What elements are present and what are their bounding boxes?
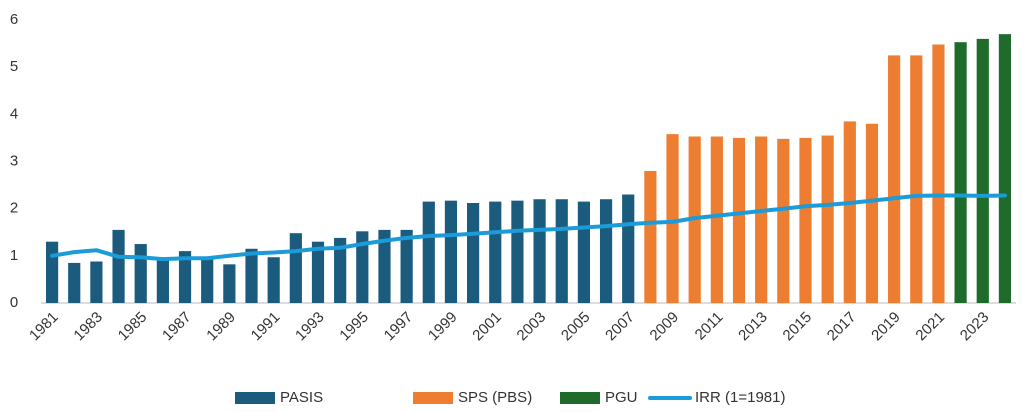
x-tick-label: 2013 — [735, 309, 771, 345]
bar — [644, 170, 657, 303]
bar — [666, 134, 679, 303]
bar — [245, 248, 258, 303]
bar — [932, 44, 945, 303]
x-tick-label: 2015 — [780, 309, 816, 345]
bar — [400, 229, 413, 303]
x-tick-label: 2001 — [469, 309, 505, 345]
bar — [223, 264, 236, 303]
legend-swatch — [235, 392, 275, 404]
bar — [422, 201, 435, 303]
bar — [134, 244, 147, 303]
bar — [976, 38, 989, 303]
bar — [467, 203, 480, 303]
bar — [777, 138, 790, 303]
bar — [489, 201, 502, 303]
legend-label: IRR (1=1981) — [695, 389, 785, 406]
y-tick-label: 3 — [10, 152, 18, 169]
x-tick-label: 1985 — [115, 309, 151, 345]
bar — [334, 237, 347, 303]
bar — [444, 200, 458, 303]
legend-swatch — [413, 392, 453, 404]
y-tick-label: 0 — [10, 294, 18, 311]
bar — [910, 55, 923, 303]
y-tick-label: 1 — [10, 247, 18, 264]
bar — [201, 258, 214, 303]
bar — [888, 55, 901, 303]
bar — [289, 233, 302, 303]
x-tick-label: 1993 — [292, 309, 328, 345]
x-tick-label: 1983 — [70, 309, 106, 345]
x-tick-label: 2007 — [602, 309, 638, 345]
bar — [577, 201, 590, 303]
bar — [755, 136, 768, 303]
x-tick-label: 2023 — [957, 309, 993, 345]
bar — [178, 251, 192, 303]
legend-label: PASIS — [280, 389, 323, 406]
x-tick-label: 2003 — [514, 309, 550, 345]
x-tick-label: 2019 — [868, 309, 904, 345]
bar — [599, 199, 613, 303]
x-tick-label: 2009 — [647, 309, 683, 345]
x-tick-label: 1981 — [26, 309, 62, 345]
y-tick-label: 4 — [10, 105, 18, 122]
y-tick-label: 5 — [10, 58, 18, 75]
bar — [799, 137, 812, 303]
bar — [45, 241, 59, 303]
x-tick-label: 2021 — [912, 309, 948, 345]
bar — [267, 257, 280, 303]
x-tick-label: 1997 — [381, 309, 417, 345]
legend-label: SPS (PBS) — [458, 389, 532, 406]
bar — [821, 135, 834, 303]
legend-swatch — [560, 392, 600, 404]
y-tick-label: 6 — [10, 11, 18, 28]
bar — [356, 231, 369, 303]
bar — [533, 199, 546, 303]
bar — [311, 241, 325, 303]
x-tick-label: 1989 — [203, 309, 239, 345]
bar — [622, 194, 635, 303]
bar — [156, 260, 169, 303]
x-tick-label: 1991 — [248, 309, 284, 345]
legend-label: PGU — [605, 389, 638, 406]
bar — [732, 137, 746, 303]
bar — [68, 262, 81, 303]
bar — [555, 199, 568, 303]
line — [50, 193, 1007, 262]
x-tick-label: 2017 — [824, 309, 860, 345]
x-tick-label: 1995 — [336, 309, 372, 345]
bar — [112, 229, 125, 303]
bar — [90, 261, 103, 303]
x-tick-label: 1999 — [425, 309, 461, 345]
bar — [710, 136, 723, 303]
bar — [865, 123, 879, 304]
bar — [843, 121, 856, 304]
y-tick-label: 2 — [10, 200, 18, 217]
x-tick-label: 2005 — [558, 309, 594, 345]
x-tick-label: 2011 — [692, 309, 727, 344]
bar — [954, 42, 967, 303]
bar — [998, 34, 1012, 304]
bar — [511, 200, 524, 303]
x-tick-label: 1987 — [159, 309, 195, 345]
bar — [378, 229, 391, 303]
